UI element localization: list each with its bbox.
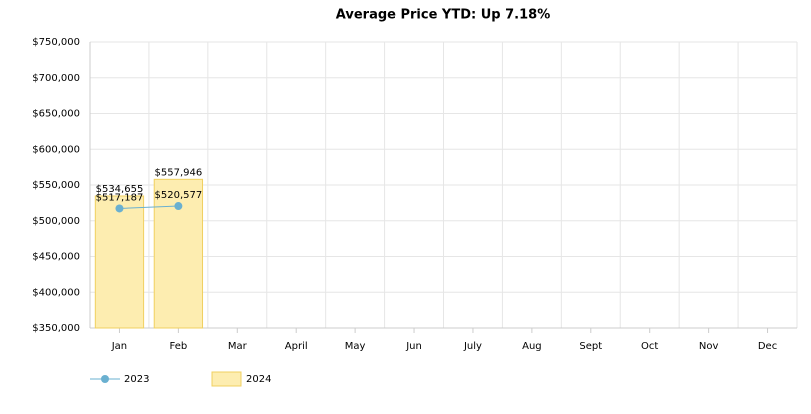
x-tick-label: Jan (111, 341, 127, 352)
y-tick-label: $700,000 (32, 73, 80, 84)
line-point (174, 202, 183, 211)
legend-swatch (211, 371, 242, 387)
x-tick-label: May (345, 341, 366, 352)
line-point (115, 204, 124, 213)
y-tick-label: $400,000 (32, 287, 80, 298)
x-tick-label: Dec (758, 341, 777, 352)
legend-label: 2023 (124, 374, 149, 385)
line (119, 205, 179, 209)
chart-title: Average Price YTD: Up 7.18% (336, 8, 550, 23)
bar (94, 195, 145, 329)
data-label: $520,577 (155, 190, 203, 201)
y-tick-label: $750,000 (32, 37, 80, 48)
x-tick-label: Oct (641, 341, 658, 352)
y-tick-label: $500,000 (32, 216, 80, 227)
x-tick-label: Nov (699, 341, 719, 352)
y-tick-label: $350,000 (32, 323, 80, 334)
y-tick-label: $550,000 (32, 180, 80, 191)
x-tick-label: Jun (405, 341, 422, 352)
bar (153, 178, 204, 329)
data-label: $517,187 (96, 192, 144, 203)
legend-label: 2024 (246, 374, 271, 385)
x-tick-label: Mar (228, 341, 248, 352)
x-tick-label: Sept (579, 341, 602, 352)
x-tick-label: July (463, 341, 482, 352)
x-tick-label: April (285, 341, 308, 352)
data-label: $534,655 (96, 184, 144, 195)
y-tick-label: $450,000 (32, 252, 80, 263)
legend-marker (101, 375, 109, 383)
x-tick-label: Aug (522, 341, 542, 352)
y-tick-label: $650,000 (32, 109, 80, 120)
data-label: $557,946 (155, 167, 203, 178)
x-tick-label: Feb (170, 341, 188, 352)
y-tick-label: $600,000 (32, 144, 80, 155)
